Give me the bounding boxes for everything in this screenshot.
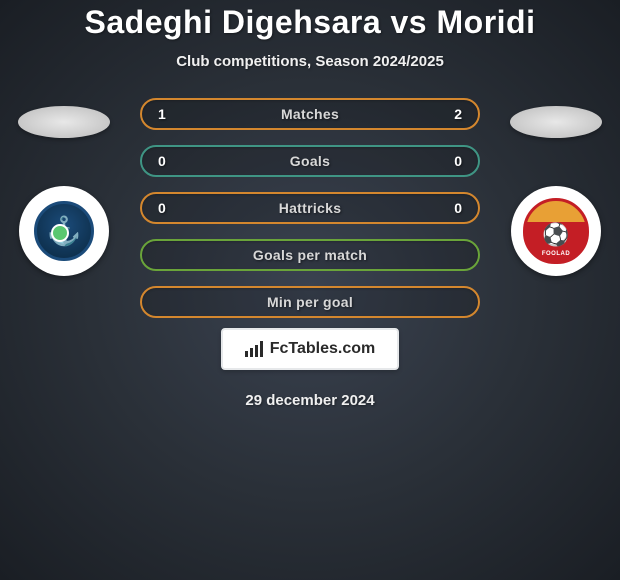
bar-chart-icon (245, 341, 263, 357)
stat-pill-min-per-goal: Min per goal (140, 286, 480, 318)
stat-right-value: 0 (454, 153, 462, 169)
club-logo-right: ⚽ FOOLAD (511, 186, 601, 276)
stat-left-value: 0 (158, 153, 166, 169)
left-column (18, 98, 110, 276)
brand-text: FcTables.com (270, 340, 376, 358)
stat-pill-goals-per-match: Goals per match (140, 239, 480, 271)
right-column: ⚽ FOOLAD (510, 98, 602, 276)
stat-left-value: 1 (158, 106, 166, 122)
wave-icon (51, 224, 69, 242)
stat-label: Matches (281, 106, 339, 122)
player-left-badge (18, 106, 110, 138)
brand-badge: FcTables.com (221, 328, 400, 370)
stat-label: Goals (290, 153, 330, 169)
stat-right-value: 2 (454, 106, 462, 122)
stat-right-value: 0 (454, 200, 462, 216)
stat-label: Hattricks (279, 200, 342, 216)
stat-pill-hattricks: 0 Hattricks 0 (140, 192, 480, 224)
page-subtitle: Club competitions, Season 2024/2025 (176, 53, 444, 70)
comparison-area: 1 Matches 2 0 Goals 0 0 Hattricks 0 Goals per mat… (0, 98, 620, 318)
stat-left-value: 0 (158, 200, 166, 216)
stat-pill-goals: 0 Goals 0 (140, 145, 480, 177)
page-title: Sadeghi Digehsara vs Moridi (85, 4, 536, 41)
club-right-label: FOOLAD (542, 251, 570, 257)
player-right-badge (510, 106, 602, 138)
soccer-ball-icon: ⚽ (542, 222, 569, 248)
stat-label: Goals per match (253, 247, 367, 263)
stats-list: 1 Matches 2 0 Goals 0 0 Hattricks 0 Goals per mat… (140, 98, 480, 318)
stat-label: Min per goal (267, 294, 353, 310)
footer-date: 29 december 2024 (245, 392, 374, 409)
stat-pill-matches: 1 Matches 2 (140, 98, 480, 130)
shield-icon: ⚽ FOOLAD (523, 198, 589, 264)
club-logo-left (19, 186, 109, 276)
